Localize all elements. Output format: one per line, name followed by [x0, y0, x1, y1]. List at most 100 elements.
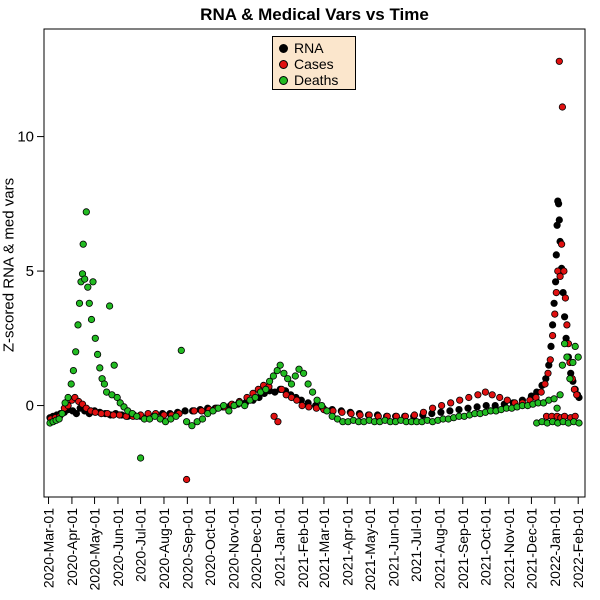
- point-deaths: [113, 393, 121, 402]
- x-tick-label: 2020-Jul-01: [133, 508, 149, 582]
- point-deaths: [55, 415, 63, 423]
- y-axis-label-text: Z-scored RNA & med vars: [0, 177, 18, 353]
- point-deaths: [550, 395, 558, 403]
- point-deaths: [89, 278, 97, 286]
- legend-label-deaths: Deaths: [294, 72, 339, 88]
- point-deaths: [553, 404, 561, 412]
- point-deaths: [81, 275, 89, 283]
- point-deaths: [82, 208, 90, 216]
- point-rna: [551, 278, 560, 286]
- x-tick-label: 2021-Nov-01: [501, 508, 517, 589]
- point-deaths: [287, 380, 296, 388]
- point-deaths: [560, 340, 569, 348]
- point-cases: [503, 396, 511, 404]
- point-cases: [115, 411, 124, 419]
- point-cases: [278, 385, 286, 393]
- point-deaths: [85, 299, 93, 307]
- point-deaths: [198, 415, 207, 423]
- point-cases: [190, 407, 198, 415]
- point-deaths: [69, 366, 78, 375]
- point-deaths: [265, 377, 274, 385]
- point-cases: [488, 391, 496, 399]
- point-cases: [481, 388, 489, 396]
- point-deaths: [269, 372, 277, 380]
- point-cases: [410, 411, 419, 419]
- point-deaths: [74, 321, 82, 329]
- data-points: [46, 57, 583, 484]
- legend: RNA Cases Deaths: [272, 36, 356, 90]
- x-tick-label: 2020-Aug-01: [156, 508, 172, 589]
- point-rna: [72, 409, 81, 418]
- point-rna: [547, 342, 555, 350]
- point-cases: [560, 267, 568, 275]
- point-cases: [548, 331, 557, 340]
- legend-label-rna: RNA: [294, 40, 324, 56]
- point-deaths: [58, 409, 66, 418]
- point-rna: [560, 313, 569, 321]
- x-tick-label: 2021-May-01: [362, 508, 378, 591]
- point-cases: [555, 57, 563, 65]
- point-cases: [552, 288, 560, 297]
- x-tick-label: 2021-Aug-01: [431, 508, 447, 589]
- point-cases: [537, 388, 545, 396]
- x-tick-label: 2021-Feb-01: [295, 508, 311, 588]
- point-cases: [274, 418, 282, 426]
- point-deaths: [84, 283, 92, 291]
- point-cases: [347, 409, 355, 418]
- plot-frame: [43, 28, 586, 498]
- x-tick-label: 2020-May-01: [87, 508, 103, 591]
- chart-title: RNA & Medical Vars vs Time: [200, 5, 429, 24]
- point-cases: [465, 393, 473, 402]
- legend-item-rna: RNA: [279, 40, 324, 56]
- legend-label-cases: Cases: [294, 56, 334, 72]
- point-deaths: [318, 401, 326, 410]
- point-deaths: [308, 388, 317, 396]
- point-deaths: [273, 366, 281, 375]
- point-cases: [198, 407, 206, 415]
- x-tick-label: 2020-Oct-01: [202, 508, 218, 586]
- legend-item-cases: Cases: [279, 56, 334, 72]
- point-cases: [419, 408, 428, 416]
- point-deaths: [67, 380, 75, 388]
- point-deaths: [94, 350, 102, 358]
- point-deaths: [79, 240, 87, 248]
- point-deaths: [313, 396, 321, 404]
- point-rna: [555, 216, 563, 224]
- point-rna: [548, 321, 557, 329]
- x-tick-label: 2021-Jun-01: [385, 508, 401, 587]
- point-rna: [473, 403, 481, 411]
- point-cases: [109, 411, 118, 419]
- point-cases: [558, 103, 567, 111]
- point-deaths: [133, 412, 141, 420]
- axis-ticks: 0 5 10 2020-Mar-01 2020-Apr-01 2020-May-01 202…: [17, 129, 586, 591]
- point-cases: [428, 404, 437, 412]
- point-deaths: [87, 315, 96, 324]
- point-deaths: [284, 375, 292, 383]
- point-rna: [446, 407, 454, 415]
- point-cases: [447, 399, 455, 407]
- point-deaths: [291, 372, 299, 380]
- point-deaths: [100, 380, 109, 388]
- point-cases: [305, 403, 313, 411]
- point-deaths: [295, 365, 303, 373]
- point-cases: [546, 356, 554, 364]
- point-cases: [551, 310, 559, 318]
- point-deaths: [183, 418, 191, 426]
- point-rna: [181, 407, 189, 415]
- point-deaths: [280, 369, 288, 377]
- point-deaths: [72, 348, 80, 356]
- legend-marker-rna: [279, 43, 288, 53]
- point-cases: [298, 401, 306, 410]
- point-cases: [97, 409, 105, 418]
- x-tick-label: 2021-Oct-01: [477, 508, 493, 586]
- point-cases: [474, 391, 482, 399]
- x-tick-label: 2020-Jun-01: [110, 508, 126, 587]
- x-tick-label: 2020-Sep-01: [179, 508, 195, 589]
- point-cases: [541, 380, 549, 388]
- legend-item-deaths: Deaths: [279, 72, 338, 88]
- x-tick-label: 2021-Dec-01: [523, 508, 539, 589]
- point-deaths: [225, 407, 233, 415]
- point-deaths: [177, 346, 185, 354]
- point-cases: [496, 393, 504, 402]
- point-cases: [338, 408, 346, 416]
